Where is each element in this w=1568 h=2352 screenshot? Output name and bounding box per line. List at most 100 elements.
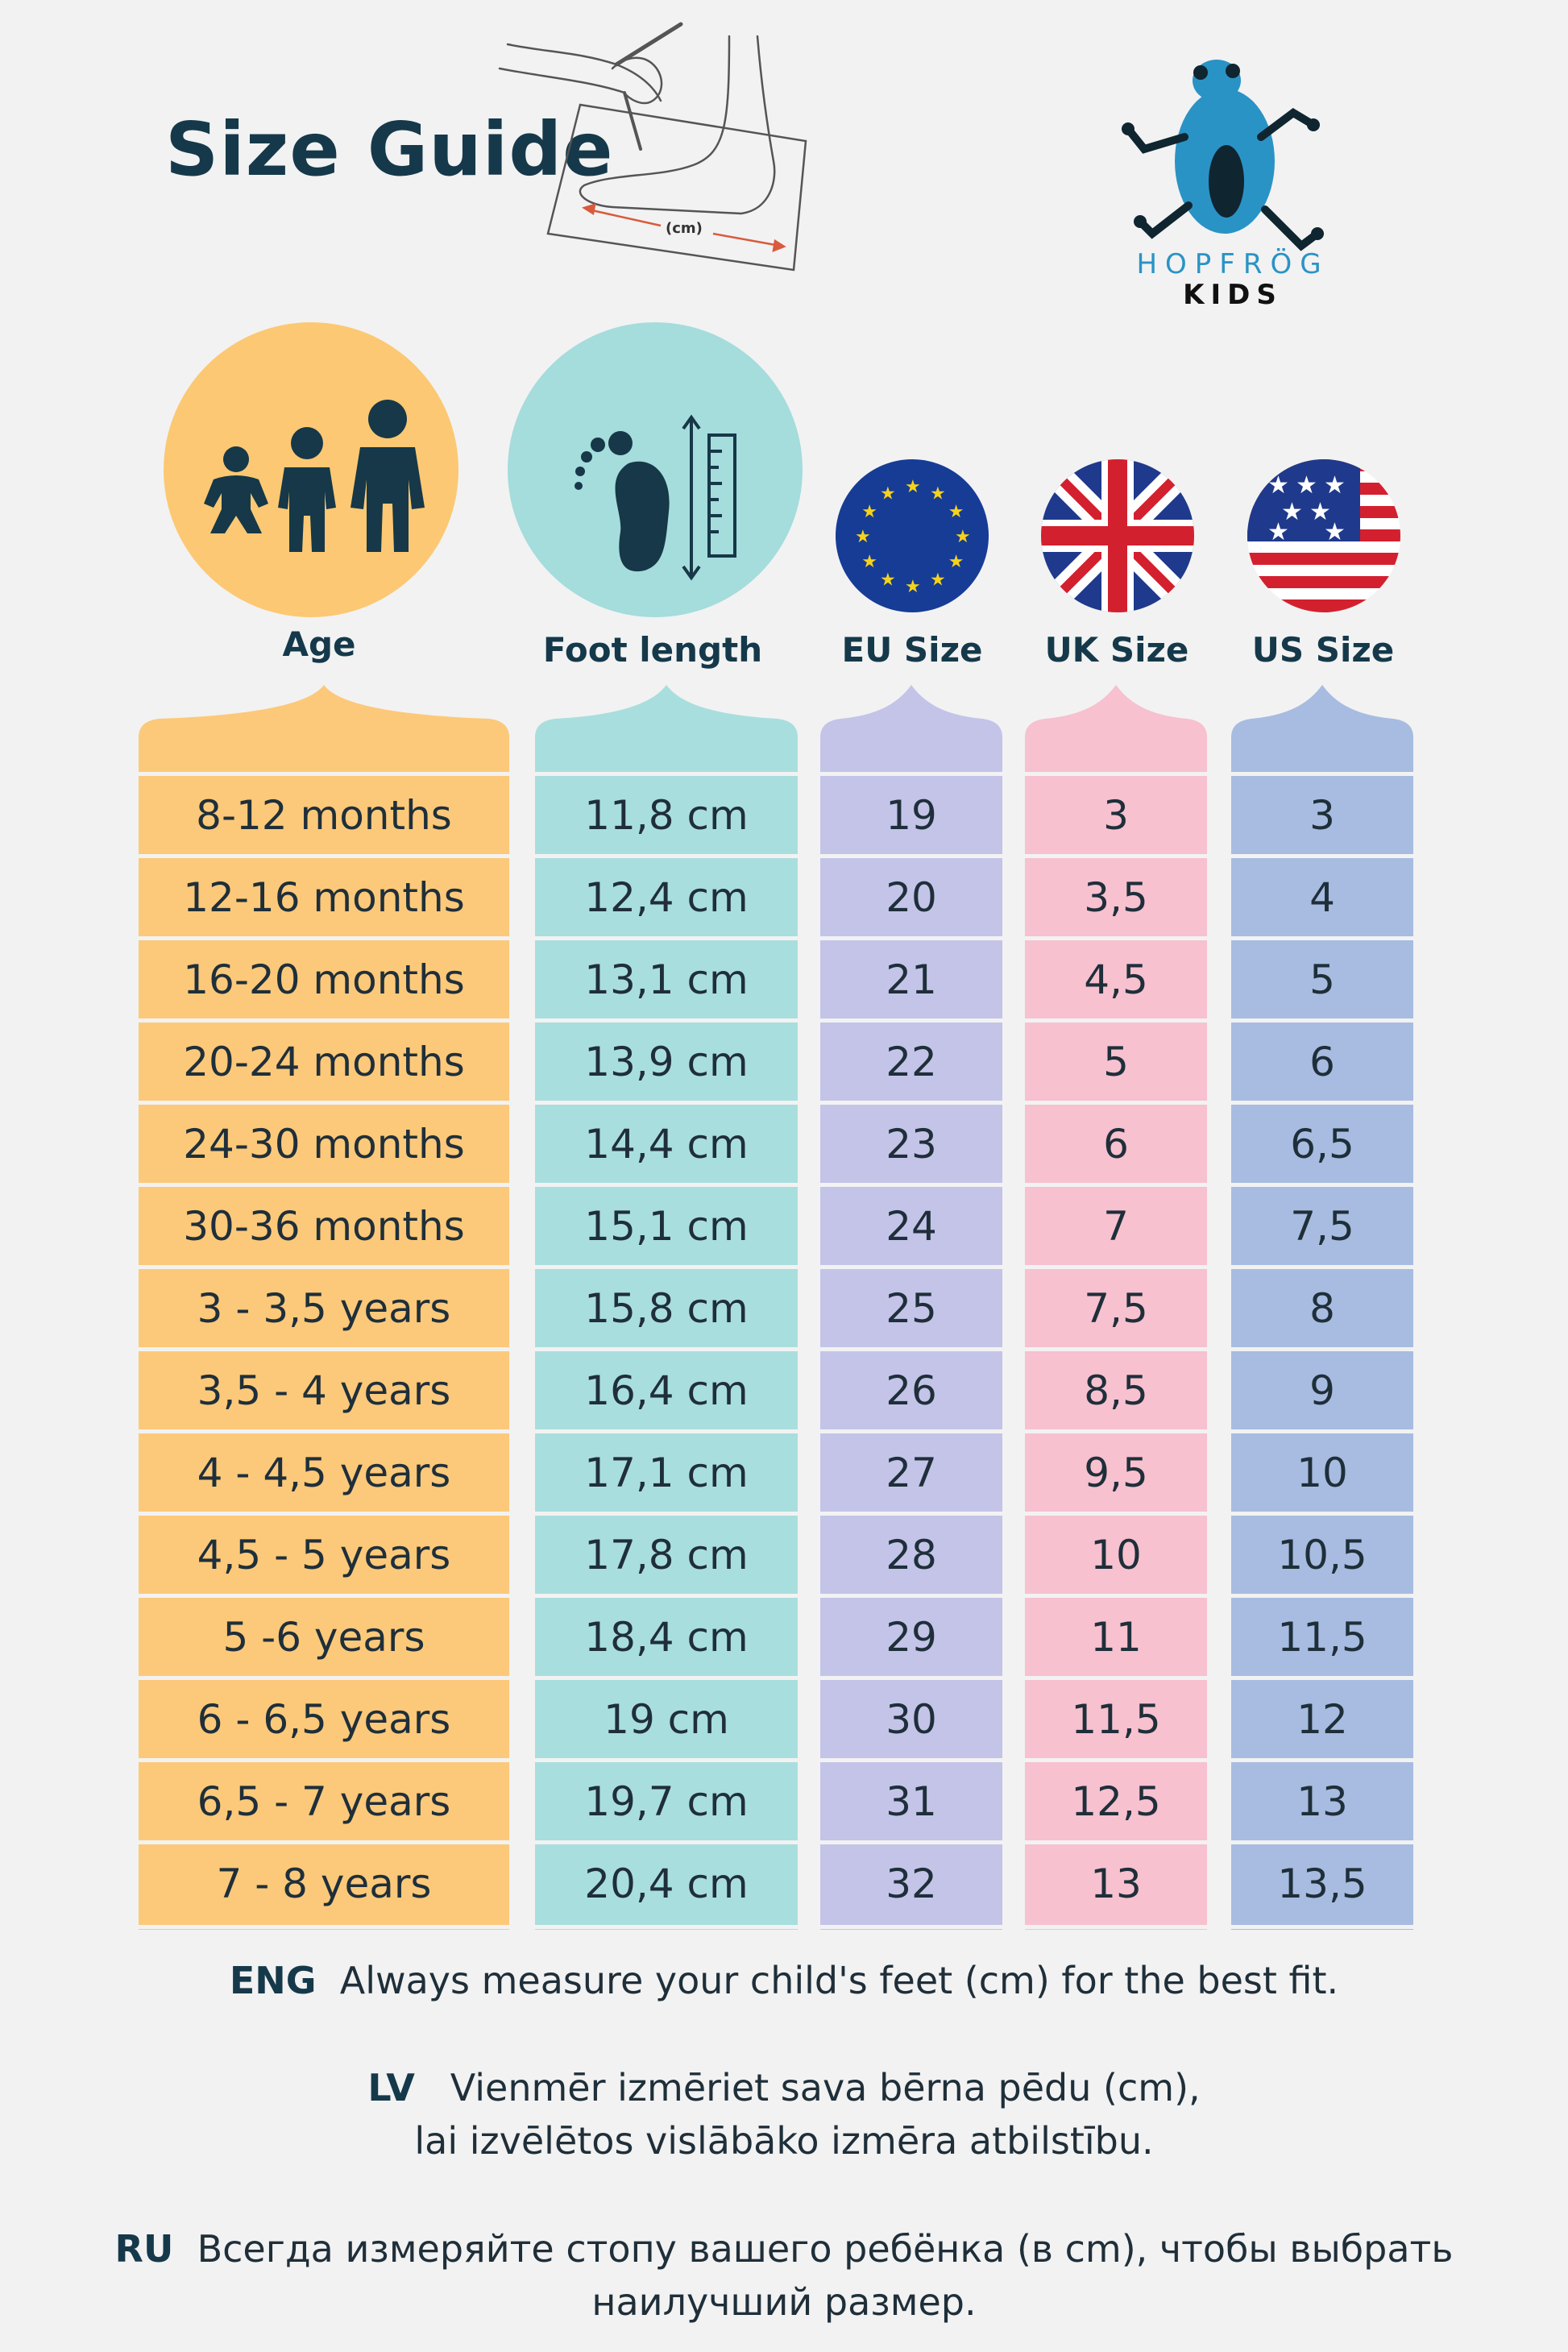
- uk-cell: 7: [1025, 1183, 1207, 1265]
- eu-cell: 31: [820, 1758, 1002, 1840]
- age-heading: Age: [282, 624, 356, 664]
- foot-cell: 15,8 cm: [535, 1265, 798, 1347]
- foot-cell: 17,8 cm: [535, 1512, 798, 1594]
- us-cell: 9: [1231, 1347, 1413, 1429]
- eu-cell: 28: [820, 1512, 1002, 1594]
- lv-text-line1: Vienmēr izmēriet sava bērna pēdu (cm),: [450, 2066, 1201, 2109]
- foot-cell: 12,4 cm: [535, 854, 798, 936]
- sketch-label: (cm): [666, 220, 703, 237]
- svg-text:★: ★: [1267, 518, 1289, 546]
- age-column-cap: [139, 685, 509, 774]
- age-column-body: 8-12 months 12-16 months 16-20 months 20-24…: [139, 772, 509, 1930]
- svg-text:★: ★: [1267, 471, 1289, 500]
- age-cell: 6 - 6,5 years: [139, 1676, 509, 1758]
- foot-cell: 19 cm: [535, 1676, 798, 1758]
- eu-size-column: 19 20 21 22 23 24 25 26 27 28 29 30 31 32: [820, 685, 1002, 1930]
- svg-text:★: ★: [905, 577, 921, 597]
- age-cell: 5 -6 years: [139, 1594, 509, 1676]
- us-column-end-line: [1231, 1925, 1413, 1929]
- eu-size-heading: EU Size: [841, 630, 983, 670]
- foot-cell: 15,1 cm: [535, 1183, 798, 1265]
- uk-cell: 3: [1025, 772, 1207, 854]
- us-cell: 7,5: [1231, 1183, 1413, 1265]
- uk-column-cap: [1025, 685, 1207, 774]
- foot-cell: 20,4 cm: [535, 1840, 798, 1923]
- us-size-column: 3 4 5 6 6,5 7,5 8 9 10 10,5 11,5 12 13 13,5: [1231, 685, 1413, 1930]
- foot-column-cap: [535, 685, 798, 774]
- foot-length-icon: [508, 322, 803, 617]
- eu-cell: 19: [820, 772, 1002, 854]
- eu-column-cap: [820, 685, 1002, 774]
- uk-cell: 5: [1025, 1018, 1207, 1101]
- us-cell: 6,5: [1231, 1101, 1413, 1183]
- foot-length-heading: Foot length: [542, 630, 763, 670]
- age-cell: 20-24 months: [139, 1018, 509, 1101]
- eu-cell: 23: [820, 1101, 1002, 1183]
- foot-cell: 11,8 cm: [535, 772, 798, 854]
- age-cell: 4 - 4,5 years: [139, 1429, 509, 1512]
- foot-cell: 17,1 cm: [535, 1429, 798, 1512]
- eu-cell: 29: [820, 1594, 1002, 1676]
- svg-text:★: ★: [948, 502, 964, 522]
- us-cell: 8: [1231, 1265, 1413, 1347]
- uk-cell: 13: [1025, 1840, 1207, 1923]
- age-cell: 7 - 8 years: [139, 1840, 509, 1923]
- age-cell: 3,5 - 4 years: [139, 1347, 509, 1429]
- us-flag-icon: ★ ★ ★ ★ ★ ★ ★: [1247, 459, 1400, 612]
- svg-text:★: ★: [1296, 471, 1317, 500]
- uk-cell: 12,5: [1025, 1758, 1207, 1840]
- uk-column-body: 3 3,5 4,5 5 6 7 7,5 8,5 9,5 10 11 11,5 12,5 13: [1025, 772, 1207, 1930]
- foot-length-column: 11,8 cm 12,4 cm 13,1 cm 13,9 cm 14,4 cm 15,1 …: [535, 685, 798, 1930]
- us-cell: 4: [1231, 854, 1413, 936]
- svg-text:★: ★: [948, 552, 964, 572]
- uk-cell: 10: [1025, 1512, 1207, 1594]
- eu-column-body: 19 20 21 22 23 24 25 26 27 28 29 30 31 32: [820, 772, 1002, 1930]
- brand-name: HOPFRÖG: [1136, 248, 1329, 280]
- uk-cell: 9,5: [1025, 1429, 1207, 1512]
- us-cell: 10,5: [1231, 1512, 1413, 1594]
- us-cell: 3: [1231, 772, 1413, 854]
- eu-flag-icon: ★ ★ ★ ★ ★ ★ ★ ★ ★ ★ ★ ★: [836, 459, 989, 612]
- us-column-cap: [1231, 685, 1413, 774]
- svg-text:★: ★: [1324, 471, 1346, 500]
- age-cell: 12-16 months: [139, 854, 509, 936]
- us-cell: 12: [1231, 1676, 1413, 1758]
- foot-cell: 16,4 cm: [535, 1347, 798, 1429]
- foot-cell: 14,4 cm: [535, 1101, 798, 1183]
- age-cell: 30-36 months: [139, 1183, 509, 1265]
- lv-text-line2: lai izvēlētos vislābāko izmēra atbilstīb…: [414, 2119, 1154, 2163]
- age-cell: 16-20 months: [139, 936, 509, 1018]
- uk-size-heading: UK Size: [1044, 630, 1189, 670]
- svg-text:★: ★: [955, 527, 971, 547]
- eng-note: ENG Always measure your child's feet (cm…: [0, 1954, 1568, 2007]
- eng-tag: ENG: [229, 1959, 317, 2002]
- age-cell: 6,5 - 7 years: [139, 1758, 509, 1840]
- svg-text:★: ★: [930, 570, 946, 591]
- svg-text:★: ★: [861, 552, 877, 572]
- age-cell: 24-30 months: [139, 1101, 509, 1183]
- uk-cell: 6: [1025, 1101, 1207, 1183]
- age-column: 8-12 months 12-16 months 16-20 months 20-24…: [139, 685, 509, 1930]
- eu-cell: 30: [820, 1676, 1002, 1758]
- age-icon: [164, 322, 458, 617]
- eu-cell: 22: [820, 1018, 1002, 1101]
- foot-measure-sketch: (cm): [498, 22, 807, 272]
- eng-text: Always measure your child's feet (cm) fo…: [339, 1959, 1339, 2002]
- hopfrog-logo-icon: [1122, 60, 1324, 251]
- us-cell: 13: [1231, 1758, 1413, 1840]
- foot-column-body: 11,8 cm 12,4 cm 13,1 cm 13,9 cm 14,4 cm 15,1 …: [535, 772, 798, 1930]
- age-cell: 3 - 3,5 years: [139, 1265, 509, 1347]
- eu-cell: 21: [820, 936, 1002, 1018]
- ru-tag: RU: [114, 2227, 174, 2271]
- eu-cell: 27: [820, 1429, 1002, 1512]
- age-cell: 8-12 months: [139, 772, 509, 854]
- eu-cell: 25: [820, 1265, 1002, 1347]
- eu-cell: 26: [820, 1347, 1002, 1429]
- foot-column-end-line: [535, 1925, 798, 1929]
- uk-size-column: 3 3,5 4,5 5 6 7 7,5 8,5 9,5 10 11 11,5 12,5 13: [1025, 685, 1207, 1930]
- svg-text:★: ★: [855, 527, 871, 547]
- brand-subname: KIDS: [1183, 279, 1283, 311]
- eu-column-end-line: [820, 1925, 1002, 1929]
- foot-cell: 13,9 cm: [535, 1018, 798, 1101]
- us-cell: 11,5: [1231, 1594, 1413, 1676]
